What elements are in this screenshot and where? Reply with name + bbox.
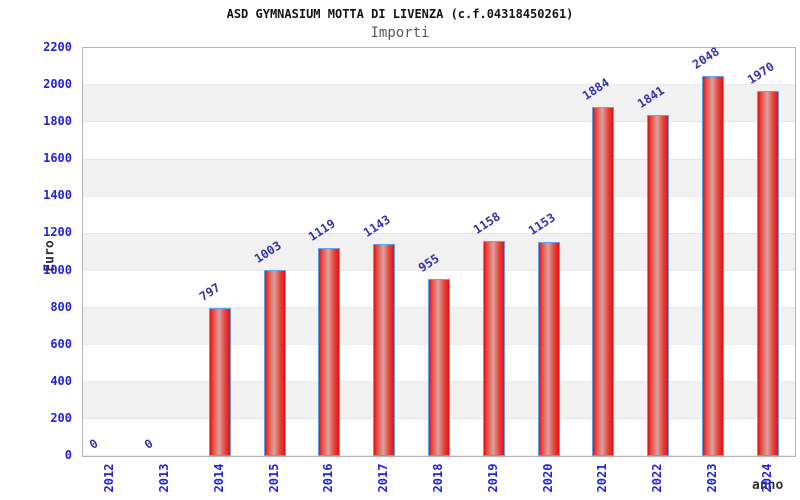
y-tick-label: 200 <box>50 410 72 425</box>
y-tick-label: 1000 <box>43 262 72 277</box>
plot-area: 0 0 797 1003 1119 1143 955 1158 1153 1884 1841 2048… <box>82 44 796 457</box>
x-tick-label: 2013 <box>157 463 172 493</box>
x-tick-label: 2018 <box>431 463 445 493</box>
bar-2024 <box>756 90 779 456</box>
bar-2018 <box>428 278 450 456</box>
x-tick-label: 2017 <box>376 463 391 493</box>
bar-2014 <box>208 308 231 456</box>
x-tick-label: 2016 <box>321 463 336 493</box>
x-tick-label: 2022 <box>650 463 665 493</box>
bar-2021 <box>592 106 615 456</box>
y-tick-label: 400 <box>50 373 72 388</box>
bar-2017 <box>373 244 396 456</box>
y-tick-label: 2000 <box>43 77 72 92</box>
bar-2020 <box>537 242 560 456</box>
bar-value-label: 1119 <box>306 216 339 245</box>
bar-value-label: 0 <box>142 436 156 452</box>
bar-value-label: 955 <box>415 251 442 275</box>
bar-value-label: 0 <box>87 436 101 452</box>
x-tick-label: 2020 <box>540 463 555 493</box>
chart-title: ASD GYMNASIUM MOTTA DI LIVENZA (c.f.0431… <box>226 7 574 21</box>
y-tick-label: 800 <box>50 299 72 314</box>
x-tick-label: 2021 <box>595 463 610 493</box>
bar-2022 <box>647 114 670 456</box>
bar-value-label: 1158 <box>470 209 503 238</box>
y-tick-label: 1600 <box>43 151 72 166</box>
bar-2019 <box>482 241 505 456</box>
bar-value-label: 1841 <box>634 82 667 111</box>
y-tick-label: 0 <box>64 448 72 462</box>
x-tick-label: 2019 <box>485 463 500 493</box>
x-tick-label: 2024 <box>759 463 774 493</box>
bar-2023 <box>701 76 724 456</box>
x-tick-label: 2015 <box>266 463 281 493</box>
x-axis-label: anno <box>752 478 784 493</box>
x-tick-label: 2014 <box>211 463 226 493</box>
bar-2015 <box>263 270 286 456</box>
bar-value-label: 2048 <box>689 44 722 73</box>
x-tick-label: 2023 <box>704 463 719 493</box>
bar-value-label: 1884 <box>580 74 613 103</box>
bar-value-label: 1003 <box>251 238 284 266</box>
bar-value-label: 1970 <box>744 59 777 87</box>
y-tick-label: 2200 <box>43 40 72 54</box>
bar-value-label: 1143 <box>361 212 394 240</box>
y-tick-label: 600 <box>50 336 72 351</box>
x-tick-label: 2012 <box>102 463 117 493</box>
bar-value-label: 797 <box>196 280 223 305</box>
bar-value-label: 1153 <box>525 210 558 239</box>
y-tick-label: 1200 <box>43 225 72 240</box>
chart-subtitle: Importi <box>370 25 430 41</box>
y-tick-label: 1400 <box>43 188 72 203</box>
y-tick-label: 1800 <box>43 114 72 129</box>
bar-2016 <box>318 248 341 456</box>
